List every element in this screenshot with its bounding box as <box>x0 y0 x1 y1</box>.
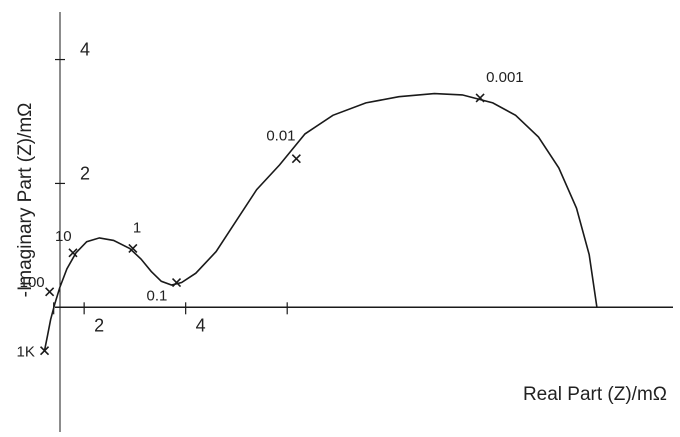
frequency-label: 10 <box>55 228 72 245</box>
axes <box>55 12 673 432</box>
frequency-label: 0.001 <box>486 69 524 86</box>
frequency-label: 0.1 <box>147 288 168 305</box>
y-ticks: 24 <box>55 40 90 185</box>
marker-cross <box>128 243 138 254</box>
frequency-marker: 1K <box>17 344 50 361</box>
frequency-label: 1K <box>17 344 35 361</box>
x-axis-label: Real Part (Z)/mΩ <box>523 384 667 405</box>
marker-cross <box>475 93 485 103</box>
y-tick-label: 2 <box>80 163 90 183</box>
frequency-label: 100 <box>20 274 45 291</box>
marker-cross <box>45 287 55 297</box>
frequency-marker: 0.01 <box>266 128 301 164</box>
frequency-label: 0.01 <box>266 128 295 145</box>
frequency-marker: 0.1 <box>147 277 182 305</box>
x-tick-label: 2 <box>94 315 104 335</box>
frequency-marker: 10 <box>55 228 78 258</box>
marker-cross <box>291 154 301 164</box>
frequency-marker: 100 <box>20 274 55 297</box>
x-tick-label: 4 <box>196 315 206 335</box>
frequency-label: 1 <box>133 219 141 236</box>
y-tick-label: 4 <box>80 40 90 60</box>
marker-cross <box>39 346 50 356</box>
marker-cross <box>68 248 78 258</box>
frequency-marker: 1 <box>128 219 141 254</box>
impedance-curve <box>43 92 598 351</box>
y-axis-label: -Imaginary Part (Z)/mΩ <box>15 103 36 298</box>
frequency-markers: 1K 100 10 1 0.1 0.01 0.001 <box>17 69 524 361</box>
frequency-marker: 0.001 <box>475 69 524 103</box>
marker-cross <box>171 277 182 288</box>
